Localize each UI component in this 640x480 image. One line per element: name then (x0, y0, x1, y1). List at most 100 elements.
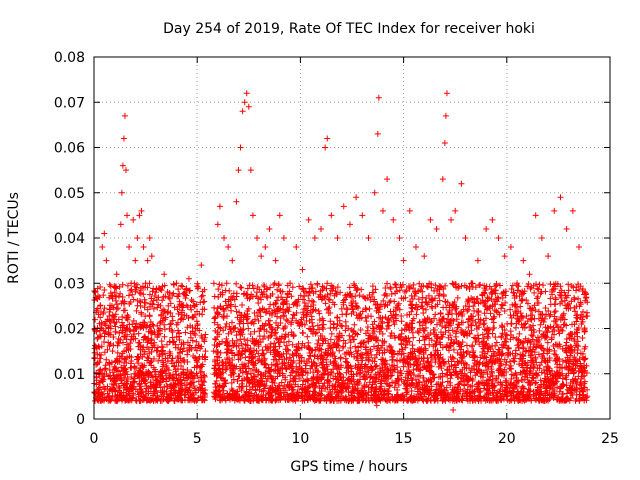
data-point (106, 360, 113, 367)
data-point (195, 284, 202, 291)
data-point (179, 307, 185, 314)
data-point (343, 305, 350, 312)
data-point (132, 370, 139, 377)
data-point (128, 357, 135, 364)
data-point (173, 359, 180, 366)
data-point (112, 328, 119, 335)
data-point (148, 295, 155, 302)
data-point (336, 347, 343, 354)
data-point (109, 295, 116, 302)
data-point (188, 296, 195, 303)
data-point (121, 298, 128, 305)
data-point (201, 298, 208, 305)
data-point (346, 332, 353, 339)
data-point (150, 355, 157, 362)
data-point (153, 396, 160, 403)
data-point (463, 342, 470, 349)
data-point (185, 386, 192, 393)
data-point (124, 312, 131, 319)
data-point (179, 283, 186, 290)
data-point (233, 280, 240, 287)
data-point (93, 388, 100, 395)
data-point (117, 336, 124, 343)
data-point (148, 371, 155, 378)
data-point (201, 338, 208, 345)
data-point (187, 395, 194, 402)
data-point (187, 304, 194, 311)
data-point (250, 285, 257, 292)
data-point (131, 378, 138, 385)
data-point (387, 308, 394, 315)
data-point (266, 317, 273, 324)
data-point (503, 339, 510, 346)
data-point (109, 348, 116, 355)
data-point (172, 341, 179, 348)
data-point (141, 304, 148, 311)
data-point (110, 334, 117, 341)
data-point (105, 331, 112, 338)
data-point (106, 317, 113, 324)
data-point (115, 368, 122, 375)
data-point (145, 355, 152, 362)
data-point (154, 344, 161, 351)
data-point (480, 321, 487, 328)
data-point (118, 189, 125, 196)
data-point (119, 281, 126, 288)
data-point (120, 333, 127, 340)
data-point (120, 307, 127, 314)
data-point (128, 286, 135, 293)
data-point (124, 212, 131, 219)
data-point (171, 389, 178, 396)
data-point (134, 281, 141, 288)
data-point (199, 311, 206, 318)
data-point (175, 372, 182, 379)
data-point (127, 328, 134, 335)
data-point (136, 383, 143, 390)
data-point (184, 359, 191, 366)
data-point (181, 357, 188, 364)
data-point (113, 373, 120, 380)
data-point (110, 342, 117, 349)
data-point (487, 310, 494, 317)
data-points (91, 90, 591, 413)
data-point (366, 305, 373, 312)
data-point (143, 324, 150, 331)
data-point (121, 359, 128, 366)
data-point (186, 287, 193, 294)
data-point (387, 297, 394, 304)
data-point (284, 317, 291, 324)
data-point (191, 303, 198, 310)
data-point (124, 325, 131, 332)
data-point (314, 280, 321, 287)
data-point (158, 343, 165, 350)
chart-title: Day 254 of 2019, Rate Of TEC Index for r… (163, 21, 535, 37)
data-point (153, 347, 160, 354)
data-point (93, 295, 100, 302)
data-point (111, 319, 118, 326)
data-point (238, 284, 245, 291)
data-point (489, 330, 496, 337)
data-point (260, 351, 267, 358)
data-point (175, 310, 182, 317)
data-point (123, 341, 130, 348)
data-point (409, 342, 416, 349)
data-point (112, 388, 119, 395)
data-point (197, 299, 204, 306)
data-point (164, 355, 171, 362)
data-point (155, 294, 162, 301)
data-point (148, 327, 155, 334)
data-point (194, 373, 201, 380)
data-point (177, 382, 184, 389)
data-point (105, 339, 112, 346)
data-point (178, 341, 185, 348)
data-point (101, 287, 108, 294)
data-point (97, 355, 104, 362)
data-point (193, 347, 200, 354)
data-point (185, 314, 192, 321)
data-point (109, 369, 116, 376)
data-point (97, 314, 104, 321)
data-point (229, 257, 236, 264)
data-point (156, 353, 163, 360)
data-point (152, 369, 159, 376)
